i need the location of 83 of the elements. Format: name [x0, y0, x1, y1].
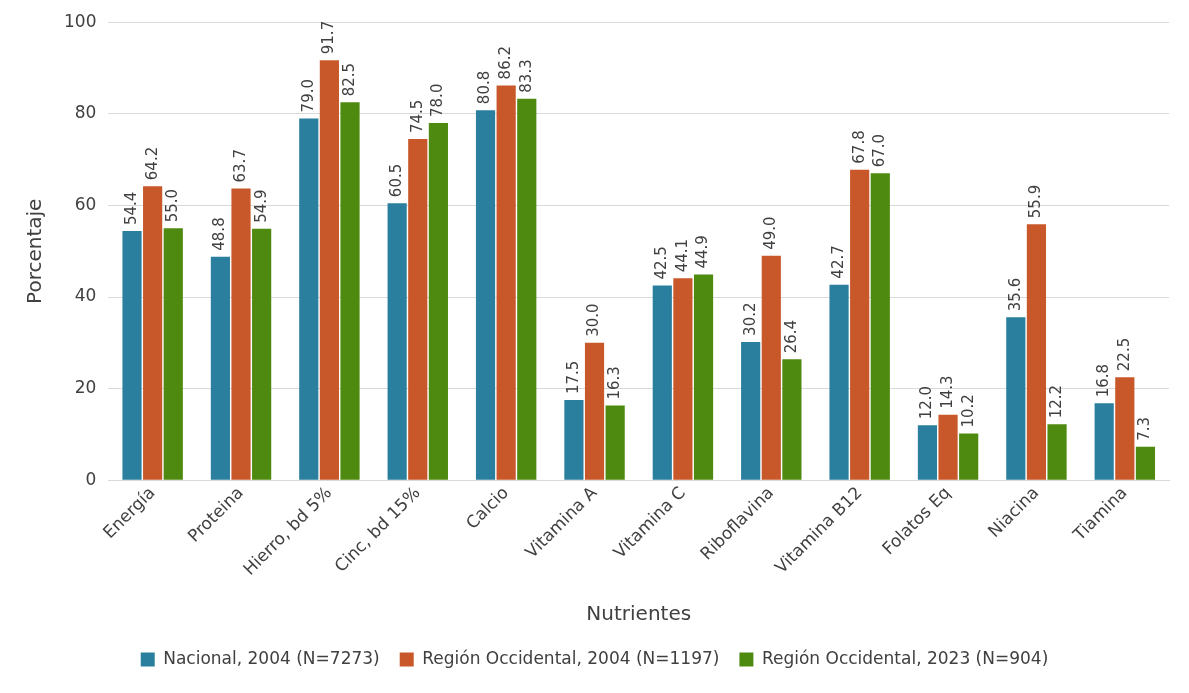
bar: [870, 173, 890, 480]
bar: [1047, 424, 1067, 480]
data-label: 55.0: [163, 188, 182, 223]
data-label: 82.5: [339, 62, 358, 97]
legend-label: Nacional, 2004 (N=7273): [163, 647, 380, 668]
data-label: 78.0: [428, 83, 447, 117]
data-label: 30.0: [584, 303, 603, 337]
bar: [741, 341, 761, 480]
data-label: 54.4: [121, 191, 140, 226]
bar: [584, 342, 605, 480]
bar: [673, 278, 693, 480]
bar: [517, 98, 537, 480]
y-axis-title: Porcentaje: [22, 198, 47, 304]
bar: [782, 359, 802, 480]
data-label: 16.3: [605, 366, 624, 400]
data-label: 12.2: [1046, 384, 1065, 419]
y-tick-label: 60: [74, 193, 97, 214]
legend-label: Región Occidental, 2004 (N=1197): [422, 647, 720, 668]
data-label: 16.8: [1094, 363, 1113, 398]
bar: [917, 425, 938, 480]
y-tick-label: 80: [74, 102, 97, 123]
y-tick-label: 20: [74, 377, 97, 398]
data-label: 60.5: [387, 163, 406, 198]
y-tick-label: 40: [74, 285, 97, 306]
bar: [959, 433, 979, 480]
data-label: 67.0: [870, 133, 889, 168]
bar: [761, 255, 781, 480]
data-label: 30.2: [740, 302, 759, 336]
bar: [496, 85, 516, 480]
data-label: 91.7: [319, 20, 338, 55]
bar: [210, 256, 230, 480]
data-label: 86.2: [496, 46, 515, 80]
data-label: 12.0: [917, 385, 936, 420]
y-tick-label: 0: [85, 468, 97, 489]
legend-label: Región Occidental, 2023 (N=904): [761, 647, 1049, 668]
data-label: 55.9: [1026, 184, 1045, 219]
bar: [1094, 403, 1114, 480]
bar: [605, 405, 625, 480]
data-label: 49.0: [761, 216, 780, 250]
x-axis-title: Nutrientes: [586, 601, 692, 626]
bar: [299, 118, 319, 480]
bar: [1026, 224, 1047, 480]
data-label: 48.8: [210, 217, 229, 251]
data-label: 83.3: [516, 59, 535, 93]
data-label: 42.5: [652, 246, 671, 280]
bar: [143, 186, 163, 480]
data-label: 7.3: [1135, 416, 1154, 441]
bar: [652, 285, 672, 480]
bar: [122, 231, 142, 480]
data-label: 44.9: [693, 235, 712, 269]
data-label: 44.1: [672, 238, 691, 273]
data-label: 14.3: [937, 375, 956, 409]
data-label: 80.8: [475, 70, 494, 105]
y-tick-label: 100: [63, 10, 97, 31]
data-label: 22.5: [1114, 337, 1133, 372]
bar: [428, 122, 448, 480]
bar: [163, 228, 183, 480]
bar: [938, 414, 958, 480]
bar: [1006, 317, 1026, 480]
bar: [387, 203, 407, 480]
data-label: 10.2: [958, 394, 977, 428]
data-label: 64.2: [142, 146, 161, 181]
data-label: 35.6: [1005, 277, 1024, 312]
bar: [252, 228, 272, 480]
bar: [408, 139, 428, 480]
bar: [1115, 377, 1135, 480]
data-label: 54.9: [251, 189, 270, 223]
bar: [231, 188, 251, 480]
bar: [475, 110, 496, 480]
data-label: 17.5: [563, 360, 582, 395]
data-label: 74.5: [407, 99, 426, 133]
data-label: 42.7: [828, 245, 847, 279]
bar: [340, 102, 360, 480]
bar: [1135, 446, 1156, 480]
data-label: 67.8: [849, 130, 868, 164]
bar: [850, 169, 870, 480]
bar: [319, 60, 339, 480]
data-label: 63.7: [230, 149, 249, 183]
bar: [829, 284, 849, 480]
data-label: 79.0: [298, 78, 317, 113]
bar: [693, 274, 714, 480]
bar: [564, 400, 584, 480]
data-label: 26.4: [781, 319, 800, 354]
